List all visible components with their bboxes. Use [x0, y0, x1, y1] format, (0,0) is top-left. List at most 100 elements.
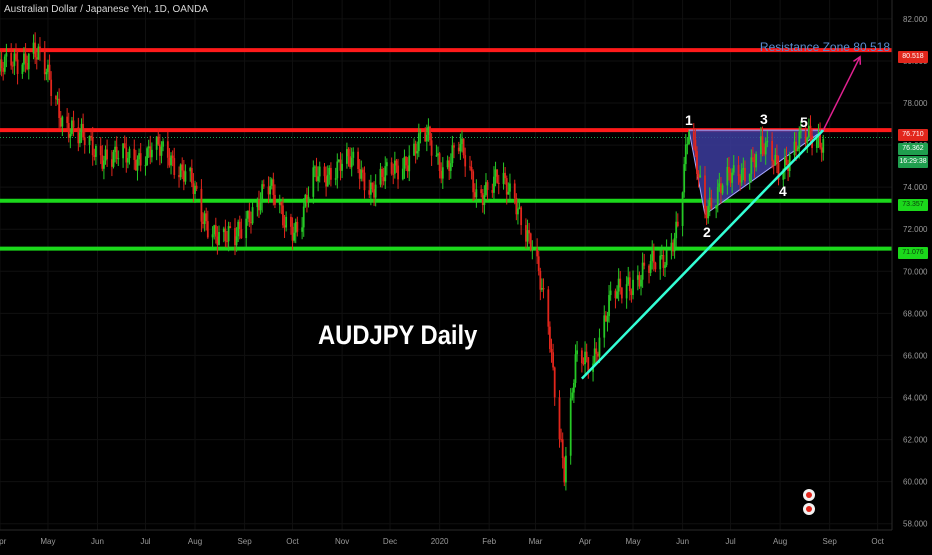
- candle-body: [692, 131, 695, 140]
- candle-body: [166, 141, 169, 158]
- candle-body: [150, 149, 153, 158]
- candle-body: [206, 221, 209, 238]
- candle-body: [245, 218, 248, 239]
- candle-body: [504, 172, 507, 179]
- candle-body: [302, 206, 305, 228]
- candle-body: [472, 171, 475, 193]
- candle-body: [270, 179, 273, 186]
- candle-body: [184, 171, 187, 182]
- y-tick-label: 82.000: [903, 15, 928, 24]
- candle-body: [528, 230, 531, 234]
- candle-body: [337, 159, 340, 162]
- candle-body: [200, 188, 203, 222]
- candle-body: [0, 59, 1, 72]
- candle-body: [21, 64, 24, 74]
- y-tick-label: 62.000: [903, 436, 928, 445]
- candle-body: [171, 155, 174, 159]
- candle-body: [462, 138, 465, 156]
- candle-body: [569, 398, 572, 456]
- candle-body: [598, 337, 601, 357]
- candle-body: [155, 136, 158, 150]
- candle-body: [369, 182, 372, 195]
- candle-body: [203, 213, 206, 224]
- x-tick-label: Dec: [383, 537, 397, 546]
- candle-body: [643, 262, 646, 266]
- candle-body: [291, 226, 294, 241]
- candle-body: [603, 315, 606, 338]
- wave-label-3: 3: [760, 111, 768, 127]
- candle-body: [505, 178, 508, 195]
- candle-body: [547, 289, 550, 327]
- candle-body: [640, 279, 642, 287]
- candle-body: [704, 175, 706, 209]
- candle-body: [278, 202, 281, 205]
- candle-body: [211, 234, 214, 238]
- candle-body: [427, 126, 430, 135]
- candle-body: [763, 147, 766, 155]
- candle-body: [753, 159, 756, 168]
- y-tick-label: 78.000: [903, 99, 928, 108]
- candle-body: [5, 53, 8, 57]
- candle-body: [641, 262, 644, 280]
- candle-body: [26, 63, 29, 70]
- candle-body: [59, 117, 62, 127]
- candle-body: [336, 161, 339, 179]
- candle-body: [147, 146, 150, 149]
- candle-body: [390, 162, 393, 174]
- candle-body: [250, 222, 252, 224]
- candle-body: [267, 186, 270, 195]
- candle-body: [804, 131, 807, 143]
- candle-body: [515, 197, 518, 215]
- candle-body: [71, 120, 73, 134]
- candle-body: [715, 205, 718, 209]
- candle-body: [290, 216, 292, 227]
- candle-body: [306, 194, 308, 203]
- tradingview-logo-icon[interactable]: [800, 488, 818, 518]
- candle-body: [761, 136, 764, 148]
- candle-body: [379, 168, 382, 185]
- y-tick-label: 60.000: [903, 478, 928, 487]
- candle-body: [542, 287, 545, 290]
- candle-body: [251, 207, 254, 224]
- candle-body: [705, 208, 708, 219]
- candle-body: [617, 278, 620, 292]
- candle-body: [485, 182, 487, 196]
- candle-body: [469, 166, 471, 168]
- candle-body: [507, 191, 510, 195]
- candle-body: [480, 189, 483, 194]
- x-tick-label: Mar: [529, 537, 543, 546]
- candle-body: [464, 155, 467, 167]
- candle-body: [240, 229, 243, 239]
- candle-body: [341, 163, 343, 171]
- candle-body: [144, 165, 147, 167]
- candle-body: [728, 166, 730, 173]
- candle-body: [128, 148, 131, 159]
- candle-body: [430, 140, 433, 156]
- candle-body: [330, 167, 332, 180]
- candle-body: [675, 221, 678, 239]
- candle-body: [103, 160, 105, 169]
- x-tick-label: Sep: [237, 537, 252, 546]
- candle-body: [205, 213, 208, 222]
- candle-body: [651, 250, 654, 262]
- candle-body: [312, 167, 315, 197]
- candle-body: [307, 196, 310, 203]
- candle-body: [619, 278, 622, 288]
- candle-body: [799, 131, 802, 133]
- candle-body: [582, 363, 585, 365]
- candle-body: [101, 155, 104, 169]
- candle-body: [192, 183, 195, 195]
- y-tick-label: 74.000: [903, 183, 928, 192]
- candle-body: [576, 350, 578, 355]
- candle-body: [670, 242, 673, 250]
- candle-body: [234, 228, 236, 246]
- candle-body: [110, 159, 113, 167]
- candle-body: [328, 167, 331, 175]
- projection-arrow-head: [853, 55, 862, 65]
- candle-body: [493, 176, 495, 193]
- candle-body: [549, 326, 551, 349]
- candle-body: [37, 46, 40, 60]
- candle-body: [259, 202, 262, 211]
